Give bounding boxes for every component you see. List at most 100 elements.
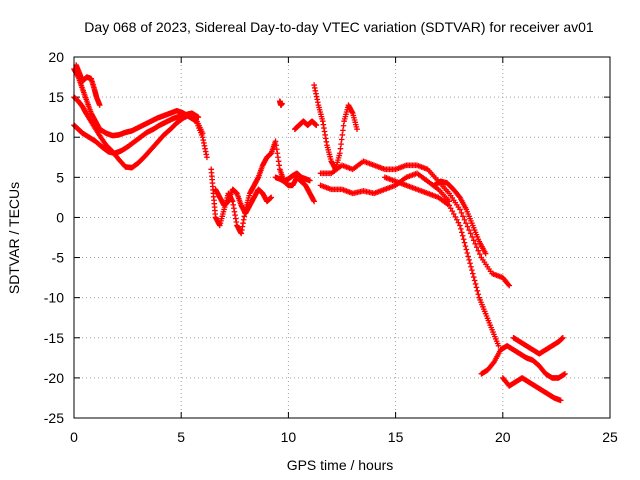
data-point-plus: [460, 213, 466, 220]
series-segment-17-20h: [431, 178, 489, 257]
data-point-plus: [204, 154, 210, 161]
data-point-plus: [449, 208, 456, 214]
data-point-plus: [471, 277, 478, 284]
y-tick-label: 20: [48, 49, 64, 65]
data-point-plus: [470, 237, 477, 244]
y-tick-label: 0: [56, 209, 64, 225]
data-point-plus: [464, 250, 471, 256]
series-spike-10.5h: [292, 118, 320, 132]
data-point-plus: [455, 219, 462, 226]
data-point-plus: [457, 222, 463, 229]
data-point-plus: [505, 281, 512, 288]
data-point-plus: [461, 239, 468, 246]
data-point-plus: [460, 236, 467, 243]
data-point-plus: [475, 247, 482, 254]
y-tick-label: -10: [44, 290, 64, 306]
y-tick-label: 15: [48, 89, 64, 105]
data-point-plus: [468, 263, 474, 270]
data-point-plus: [446, 202, 452, 209]
x-tick-label: 5: [177, 429, 185, 445]
data-point-plus: [195, 114, 202, 120]
data-point-plus: [469, 267, 475, 273]
y-tick-label: 5: [56, 169, 64, 185]
series-segment-12-15h: [317, 170, 452, 205]
x-axis-label: GPS time / hours: [287, 457, 394, 473]
data-point-plus: [490, 360, 497, 366]
series-spike-9.6h: [277, 98, 285, 108]
y-tick-label: 10: [48, 129, 64, 145]
series-segment-13-17h: [317, 158, 513, 289]
data-point-plus: [562, 371, 568, 377]
x-tick-label: 10: [281, 429, 297, 445]
series-spike-0h: [73, 62, 103, 108]
series-segment-9h: [272, 170, 313, 185]
series-track-a: [71, 66, 210, 161]
y-tick-label: -25: [44, 410, 64, 426]
data-point-plus: [279, 100, 285, 107]
data-point-plus: [268, 194, 275, 201]
data-point-plus: [506, 282, 513, 289]
data-point-plus: [458, 229, 465, 236]
data-point-plus: [458, 226, 464, 232]
data-point-plus: [452, 214, 459, 220]
data-point-plus: [313, 122, 320, 128]
data-point-plus: [96, 102, 103, 108]
data-point-plus: [447, 205, 454, 212]
data-point-plus: [469, 234, 475, 240]
data-point-plus: [459, 232, 466, 239]
data-point-plus: [454, 216, 460, 223]
data-point-plus: [465, 253, 471, 260]
x-tick-label: 20: [495, 429, 511, 445]
data-point-plus: [458, 210, 465, 216]
y-tick-label: -5: [52, 250, 65, 266]
data-point-plus: [477, 251, 483, 257]
series-segment-20-23h: [500, 375, 564, 404]
series-segment-20.5-22h: [510, 334, 566, 357]
data-point-plus: [467, 260, 473, 267]
data-point-plus: [461, 216, 468, 223]
data-point-plus: [354, 126, 360, 132]
series-segment-6h: [208, 138, 317, 237]
data-point-plus: [472, 241, 479, 247]
y-tick-label: -20: [44, 370, 64, 386]
x-tick-label: 0: [70, 429, 78, 445]
data-point-plus: [463, 220, 469, 226]
y-axis-label: SDTVAR / TECUs: [6, 182, 22, 294]
series-segment-15-20h: [382, 174, 502, 349]
data-point-plus: [470, 274, 477, 280]
data-marks: [71, 62, 568, 404]
grid-lines: [74, 57, 610, 418]
data-point-plus: [464, 223, 471, 230]
data-point-plus: [475, 291, 482, 298]
data-point-plus: [495, 343, 502, 349]
data-point-plus: [560, 334, 566, 341]
data-point-plus: [557, 397, 564, 404]
series-track-c: [71, 110, 202, 157]
x-tick-label: 25: [602, 429, 618, 445]
data-point-plus: [474, 287, 481, 294]
data-point-plus: [473, 284, 480, 291]
chart-title: Day 068 of 2023, Sidereal Day-to-day VTE…: [84, 19, 594, 35]
series-segment-19-23h: [478, 343, 568, 381]
data-point-plus: [473, 244, 480, 251]
data-point-plus: [311, 198, 317, 205]
data-point-plus: [307, 177, 313, 184]
data-point-plus: [467, 230, 474, 237]
data-point-plus: [469, 270, 476, 277]
series-segment-7h: [212, 186, 275, 217]
data-point-plus: [463, 246, 470, 253]
data-point-plus: [457, 206, 463, 213]
series-spikes-11-13h: [311, 82, 360, 173]
plot-frame: [73, 56, 611, 419]
data-point-plus: [466, 227, 472, 233]
y-tick-label: -15: [44, 330, 64, 346]
data-point-plus: [199, 130, 206, 137]
x-tick-label: 15: [388, 429, 404, 445]
data-point-plus: [472, 281, 479, 287]
data-point-plus: [456, 193, 462, 200]
data-point-plus: [462, 243, 469, 249]
data-point-plus: [450, 211, 457, 217]
data-point-plus: [482, 250, 489, 257]
data-point-plus: [466, 257, 472, 263]
